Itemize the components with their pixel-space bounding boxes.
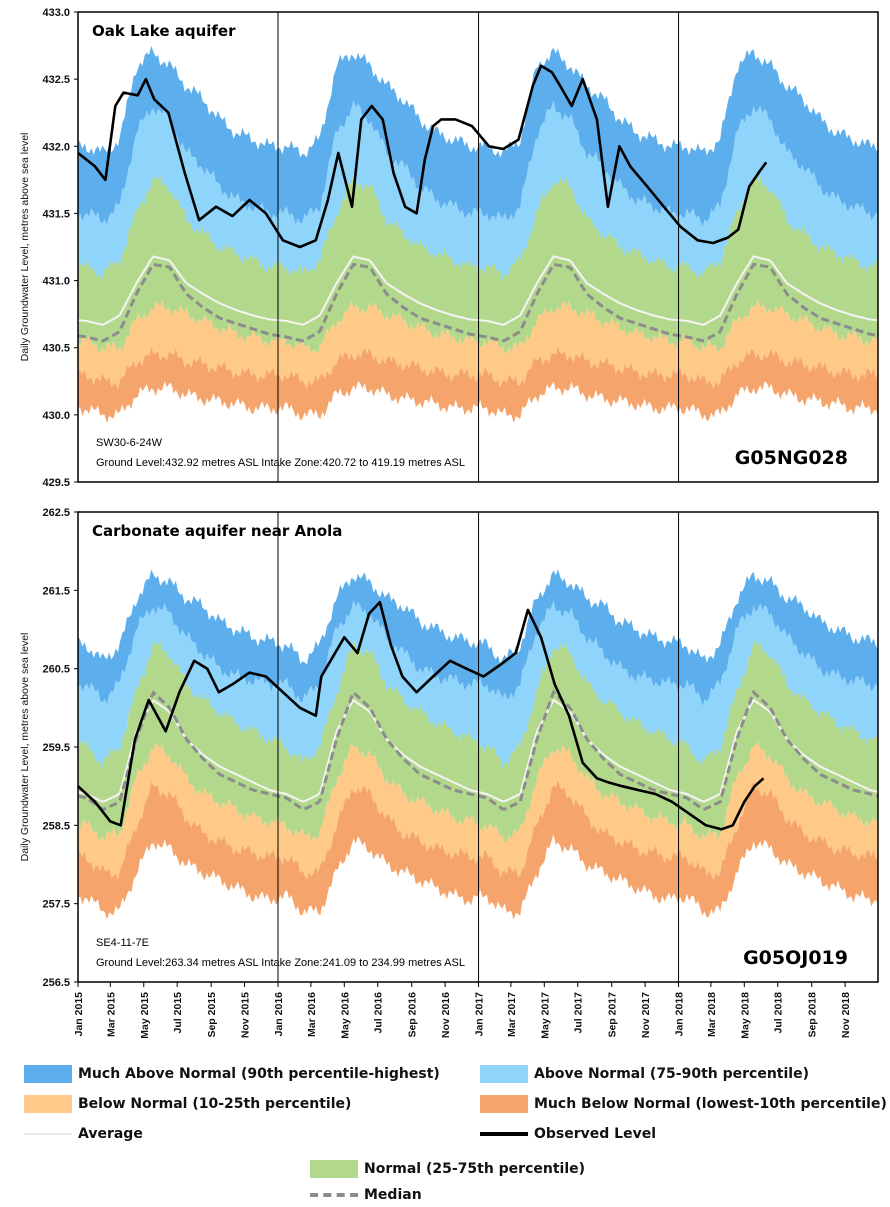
legend-label: Above Normal (75-90th percentile) [534, 1066, 809, 1082]
y-tick-label: 432.0 [42, 141, 70, 153]
x-tick-label: Jan 2017 [474, 992, 486, 1037]
legend-label: Observed Level [534, 1126, 657, 1142]
y-tick-label: 430.0 [42, 410, 70, 422]
legend-item-average: Average [24, 1123, 143, 1145]
legend-swatch [480, 1095, 528, 1113]
x-tick-label: Jul 2017 [573, 992, 585, 1034]
observed-level-line [78, 64, 768, 249]
chart-title: Carbonate aquifer near Anola [92, 522, 342, 540]
y-tick-label: 430.5 [42, 343, 70, 355]
y-tick-label: 261.5 [42, 585, 70, 597]
legend-swatch [24, 1095, 72, 1113]
station-id: G05OJ019 [743, 947, 848, 969]
legend-label: Much Below Normal (lowest-10th percentil… [534, 1096, 887, 1112]
observed-level-line [78, 600, 765, 831]
x-tick-label: Nov 2018 [840, 992, 852, 1038]
x-tick-label: Sep 2016 [407, 992, 419, 1038]
x-tick-label: Jul 2016 [373, 992, 385, 1034]
legend-label: Normal (25-75th percentile) [364, 1161, 586, 1177]
average-line [78, 255, 878, 326]
legend-swatch [310, 1160, 358, 1178]
x-tick-label: Jul 2018 [773, 992, 785, 1034]
average-line [78, 698, 878, 803]
y-tick-label: 259.5 [42, 742, 70, 754]
y-tick-label: 432.5 [42, 74, 70, 86]
station-id: G05NG028 [735, 447, 848, 469]
legend-label: Average [78, 1126, 143, 1142]
y-tick-label: 431.5 [42, 208, 70, 220]
chart-title: Oak Lake aquifer [92, 22, 236, 40]
plot-area [78, 569, 878, 920]
x-tick-label: Jan 2015 [73, 992, 85, 1037]
y-tick-label: 262.5 [42, 507, 70, 519]
legend-item-much-below: Much Below Normal (lowest-10th percentil… [480, 1093, 887, 1115]
y-tick-label: 433.0 [42, 7, 70, 19]
legend-label: Much Above Normal (90th percentile-highe… [78, 1066, 440, 1082]
legend-label: Below Normal (10-25th percentile) [78, 1096, 352, 1112]
y-tick-label: 431.0 [42, 276, 70, 288]
legend-line [310, 1193, 358, 1197]
median-line [78, 262, 878, 343]
x-tick-label: Sep 2018 [807, 992, 819, 1038]
legend-line [24, 1133, 72, 1135]
y-tick-label: 257.5 [42, 899, 70, 911]
x-tick-label: Sep 2017 [607, 992, 619, 1038]
y-axis-label: Daily Groundwater Level, metres above se… [19, 633, 31, 862]
x-tick-label: May 2015 [139, 992, 151, 1039]
legend-swatch [24, 1065, 72, 1083]
legend-line [480, 1132, 528, 1136]
chart-panel-1: 433.0 432.5 432.0 431.5 431.0 430.5 430.0 429.5… [19, 7, 879, 489]
legend-item-median: Median [310, 1184, 422, 1206]
site-location: SW30-6-24W [96, 437, 163, 449]
site-info: Ground Level:263.34 metres ASL Intake Zo… [96, 957, 465, 969]
x-tick-label: May 2016 [339, 992, 351, 1039]
x-tick-label: Mar 2015 [105, 992, 117, 1037]
x-tick-label: Sep 2015 [206, 992, 218, 1038]
chart-panel-2: 262.5 261.5 260.5 259.5 258.5 257.5 256.5 Daily… [19, 507, 879, 1039]
y-tick-label: 258.5 [42, 820, 70, 832]
y-tick-label: 256.5 [42, 977, 70, 989]
plot-area [78, 46, 878, 424]
x-tick-label: May 2018 [739, 992, 751, 1039]
y-tick-label: 429.5 [42, 477, 70, 489]
legend-item-normal: Normal (25-75th percentile) [310, 1158, 585, 1180]
y-axis-label: Daily Groundwater Level, metres above se… [19, 133, 31, 362]
x-tick-label: Nov 2015 [240, 992, 252, 1038]
legend-label: Median [364, 1187, 422, 1203]
plot-frame [77, 11, 879, 483]
x-tick-label: Jan 2018 [674, 992, 686, 1037]
x-tick-label: Nov 2016 [440, 992, 452, 1038]
legend: Much Above Normal (90th percentile-highe… [0, 1055, 890, 1205]
median-line [78, 689, 878, 811]
site-location: SE4-11-7E [96, 937, 149, 949]
legend-item-below: Below Normal (10-25th percentile) [24, 1093, 351, 1115]
x-tick-label: Mar 2017 [506, 992, 518, 1037]
legend-swatch [480, 1065, 528, 1083]
site-info: Ground Level:432.92 metres ASL Intake Zo… [96, 457, 465, 469]
legend-item-above: Above Normal (75-90th percentile) [480, 1063, 809, 1085]
x-tick-label: Jul 2015 [172, 992, 184, 1034]
x-tick-label: Mar 2018 [706, 992, 718, 1037]
legend-item-much-above: Much Above Normal (90th percentile-highe… [24, 1063, 440, 1085]
x-tick-label: May 2017 [539, 992, 551, 1039]
x-tick-label: Jan 2016 [273, 992, 285, 1037]
legend-item-observed: Observed Level [480, 1123, 656, 1145]
x-tick-label: Nov 2017 [640, 992, 652, 1038]
x-tick-label: Mar 2016 [306, 992, 318, 1037]
groundwater-figure: 433.0 432.5 432.0 431.5 431.0 430.5 430.0 429.5… [19, 7, 879, 1039]
y-tick-label: 260.5 [42, 664, 70, 676]
